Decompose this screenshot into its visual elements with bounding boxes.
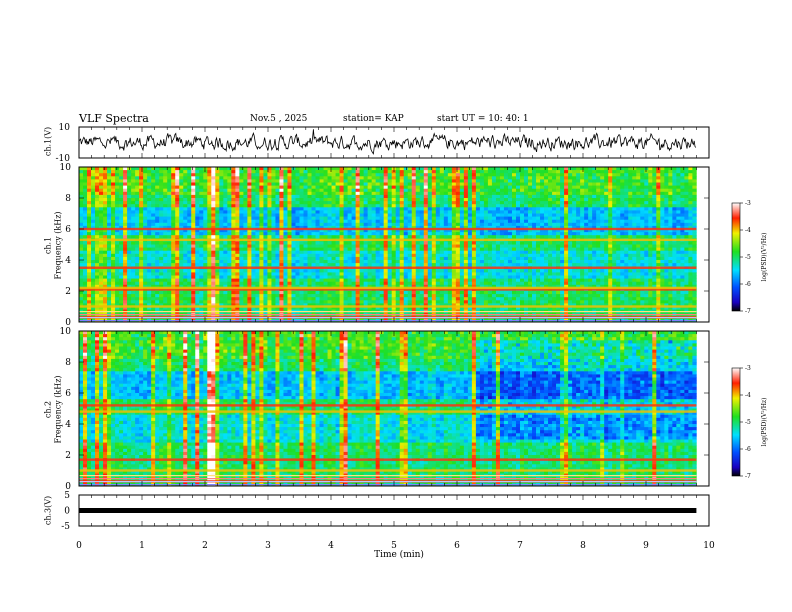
x-tick-label: 8	[580, 541, 586, 551]
x-tick-label: 1	[139, 541, 145, 551]
colorbar-tick-label: -6	[745, 446, 751, 453]
frequency-tick-label: 10	[60, 327, 72, 337]
colorbar-label: log(PSD)(V²/Hz)	[761, 233, 768, 282]
waveform-tick-label: 10	[59, 123, 71, 133]
x-tick-label: 4	[328, 541, 334, 551]
ch2-colorbar: -3 -4 -5 -6 -7 log(PSD)(V²/Hz)	[732, 365, 768, 480]
frequency-tick-label: 8	[65, 358, 71, 368]
frequency-tick-label: 8	[65, 194, 71, 204]
x-tick-label: 3	[265, 541, 271, 551]
x-axis-label: Time (min)	[374, 549, 424, 560]
waveform-panel: 10-10	[56, 123, 710, 164]
colorbar-tick-label: -3	[745, 200, 751, 207]
colorbar-tick-label: -6	[745, 281, 751, 288]
frequency-tick-label: 10	[60, 163, 72, 173]
emission-band	[79, 267, 696, 269]
colorbar-tick-label: -5	[745, 254, 751, 261]
frequency-tick-label: 6	[65, 389, 71, 399]
frequency-tick-label: 2	[65, 287, 71, 297]
emission-band	[79, 239, 696, 241]
x-tick-label: 0	[76, 541, 82, 551]
frequency-tick-label: 4	[65, 420, 71, 430]
colorbar-tick-label: -4	[745, 392, 751, 399]
colorbar-tick-label: -7	[745, 308, 751, 315]
emission-band	[79, 410, 696, 412]
ch3-tick-label: 5	[64, 491, 70, 501]
emission-band	[79, 458, 696, 460]
colorbar-label: log(PSD)(V²/Hz)	[761, 398, 768, 447]
x-tick-label: 10	[703, 541, 715, 551]
emission-band	[79, 228, 696, 230]
x-tick-label: 7	[517, 541, 523, 551]
emission-band	[79, 305, 696, 307]
ch3-panel: 5 0 -5	[61, 491, 709, 532]
colorbar-tick-label: -5	[745, 419, 751, 426]
x-tick-label: 2	[202, 541, 208, 551]
frequency-tick-label: 6	[65, 225, 71, 235]
ch3-tick-label: -5	[61, 522, 70, 532]
colorbar-tick-label: -7	[745, 473, 751, 480]
colorbar-tick-label: -4	[745, 227, 751, 234]
x-tick-label: 9	[643, 541, 649, 551]
colorbar-tick-label: -3	[745, 365, 751, 372]
ch3-tick-label: 0	[64, 507, 70, 517]
vlf-figure: 10-10 0 2 4 6 8 10 0 2 4 6 8 10 5 0 -5 -3 -4 -5 -6 -7 log…	[0, 0, 792, 612]
ch3-trace	[79, 508, 696, 513]
emission-band	[79, 287, 696, 289]
frequency-tick-label: 4	[65, 256, 71, 266]
emission-band	[79, 404, 696, 406]
ch1-colorbar: -3 -4 -5 -6 -7 log(PSD)(V²/Hz)	[732, 200, 768, 315]
frequency-tick-label: 2	[65, 451, 71, 461]
emission-band	[79, 469, 696, 471]
x-tick-label: 6	[454, 541, 460, 551]
